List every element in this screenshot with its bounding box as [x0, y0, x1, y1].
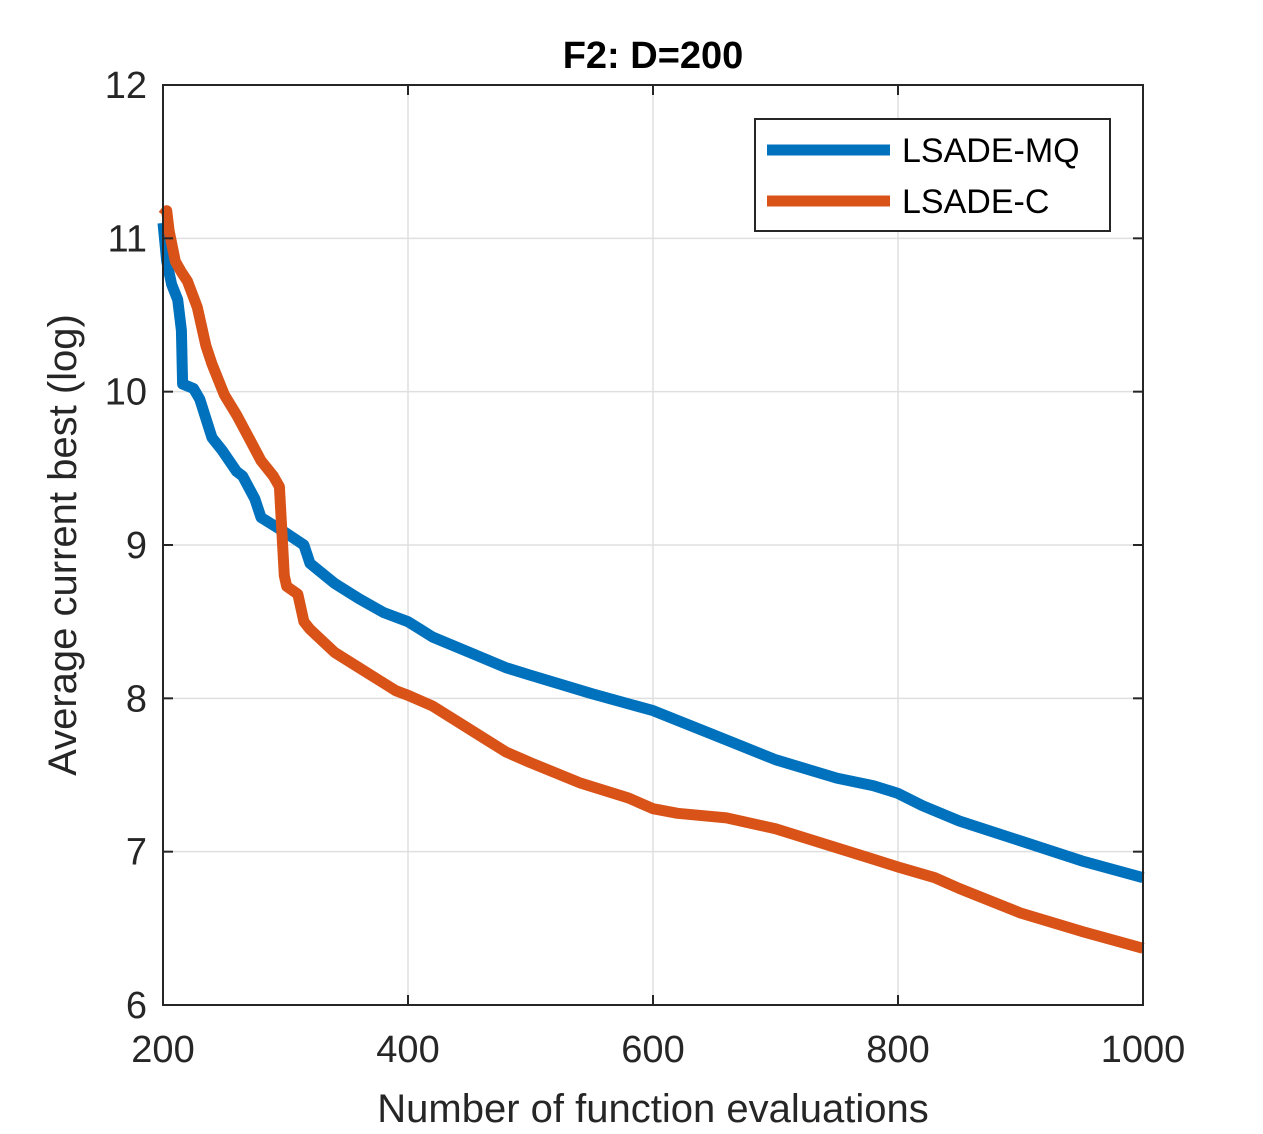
x-tick-labels: 200 400 600 800 1000: [131, 1029, 1185, 1071]
x-tick-label: 600: [621, 1029, 684, 1071]
y-tick-label: 9: [126, 525, 147, 567]
x-tick-label: 200: [131, 1029, 194, 1071]
y-tick-label: 10: [105, 372, 147, 414]
legend-label-lsade-c: LSADE-C: [902, 183, 1049, 221]
legend-box: [754, 118, 1111, 232]
x-tick-label: 1000: [1101, 1029, 1186, 1071]
y-tick-labels: 6 7 8 9 10 11 12: [105, 65, 147, 1027]
gridlines: [163, 85, 1143, 1005]
x-axis-label: Number of function evaluations: [377, 1087, 928, 1131]
series-line-lsade-c: [158, 205, 1145, 954]
y-tick-label: 12: [105, 65, 147, 107]
series-line-lsade-mq: [157, 222, 1145, 884]
axis-ticks: [162, 84, 1144, 1006]
y-tick-label: 8: [126, 678, 147, 720]
y-axis-label: Average current best (log): [41, 314, 85, 776]
x-tick-label: 400: [376, 1029, 439, 1071]
x-tick-label: 800: [866, 1029, 929, 1071]
legend: LSADE-MQ LSADE-C: [754, 118, 1111, 232]
y-tick-label: 11: [108, 218, 147, 260]
y-tick-label: 7: [126, 832, 147, 874]
series-lines: [157, 205, 1145, 954]
legend-label-lsade-mq: LSADE-MQ: [902, 132, 1080, 170]
chart-title: F2: D=200: [563, 35, 744, 77]
y-tick-label: 6: [126, 985, 147, 1027]
